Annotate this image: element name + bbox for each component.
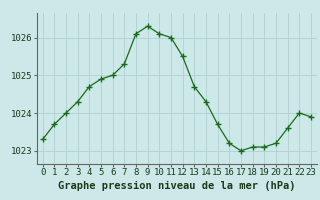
X-axis label: Graphe pression niveau de la mer (hPa): Graphe pression niveau de la mer (hPa) <box>58 181 296 191</box>
